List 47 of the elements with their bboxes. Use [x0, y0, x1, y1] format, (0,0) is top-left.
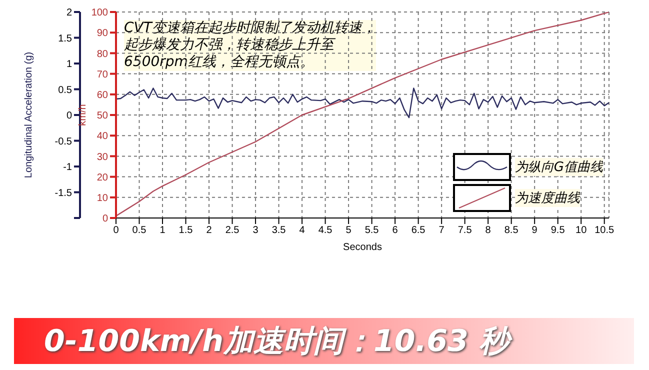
y-tick-label: 0 — [66, 110, 72, 122]
y2-tick-label: 10 — [96, 192, 108, 204]
x-tick-label: 2.5 — [225, 225, 240, 236]
x-tick-label: 9.5 — [550, 225, 566, 236]
x-tick-label: 4.5 — [318, 225, 333, 236]
y2-tick-label: 20 — [96, 172, 108, 184]
legend-label: 为速度曲线 — [514, 189, 580, 207]
y-tick-label: 1 — [66, 59, 72, 70]
x-tick-label: 8 — [485, 225, 492, 236]
y-tick-label: -1 — [63, 162, 72, 174]
x-tick-label: 7.5 — [458, 225, 472, 236]
y2-tick-label: 90 — [96, 28, 108, 40]
x-tick-label: 5.5 — [364, 225, 380, 236]
x-tick-label: 10.5 — [594, 225, 615, 236]
y-tick-label: 1.5 — [58, 33, 72, 44]
y-axis-title: Longitudinal Acceleration (g) — [24, 52, 35, 178]
y2-tick-label: 30 — [96, 152, 108, 163]
x-tick-label: 6.5 — [411, 225, 426, 236]
x-tick-label: 5 — [346, 225, 352, 236]
x-tick-label: 0.5 — [132, 225, 147, 236]
x-tick-label: 0 — [113, 225, 120, 236]
y-tick-label: -1.5 — [54, 188, 72, 199]
y-tick-label: 0.5 — [58, 84, 72, 96]
x-tick-label: 4 — [299, 225, 306, 236]
x-tick-label: 7 — [438, 225, 445, 236]
y-tick-label: 2 — [66, 8, 72, 19]
y2-tick-label: 40 — [96, 131, 108, 142]
y2-axis-title: km/h — [78, 104, 89, 126]
y2-tick-label: 60 — [96, 90, 108, 101]
x-tick-label: 10 — [576, 225, 588, 236]
x-tick-label: 9 — [532, 225, 538, 236]
y2-tick-label: 70 — [96, 69, 108, 80]
line-series — [116, 88, 609, 118]
y-tick-label: -0.5 — [54, 136, 72, 148]
y2-tick-label: 50 — [96, 110, 108, 122]
x-tick-label: 8.5 — [504, 225, 519, 236]
x-tick-label: 3 — [252, 225, 259, 236]
x-tick-label: 1.5 — [178, 225, 194, 236]
y2-tick-label: 80 — [96, 48, 108, 60]
y2-tick-label: 0 — [102, 214, 108, 225]
x-tick-label: 1 — [160, 225, 166, 236]
x-tick-label: 2 — [206, 225, 212, 236]
x-tick-label: 3.5 — [272, 225, 286, 236]
y2-tick-label: 100 — [91, 8, 108, 19]
x-tick-label: 6 — [392, 225, 398, 236]
x-axis-title: Seconds — [343, 242, 382, 253]
legend-label: 为纵向G值曲线 — [514, 158, 603, 176]
